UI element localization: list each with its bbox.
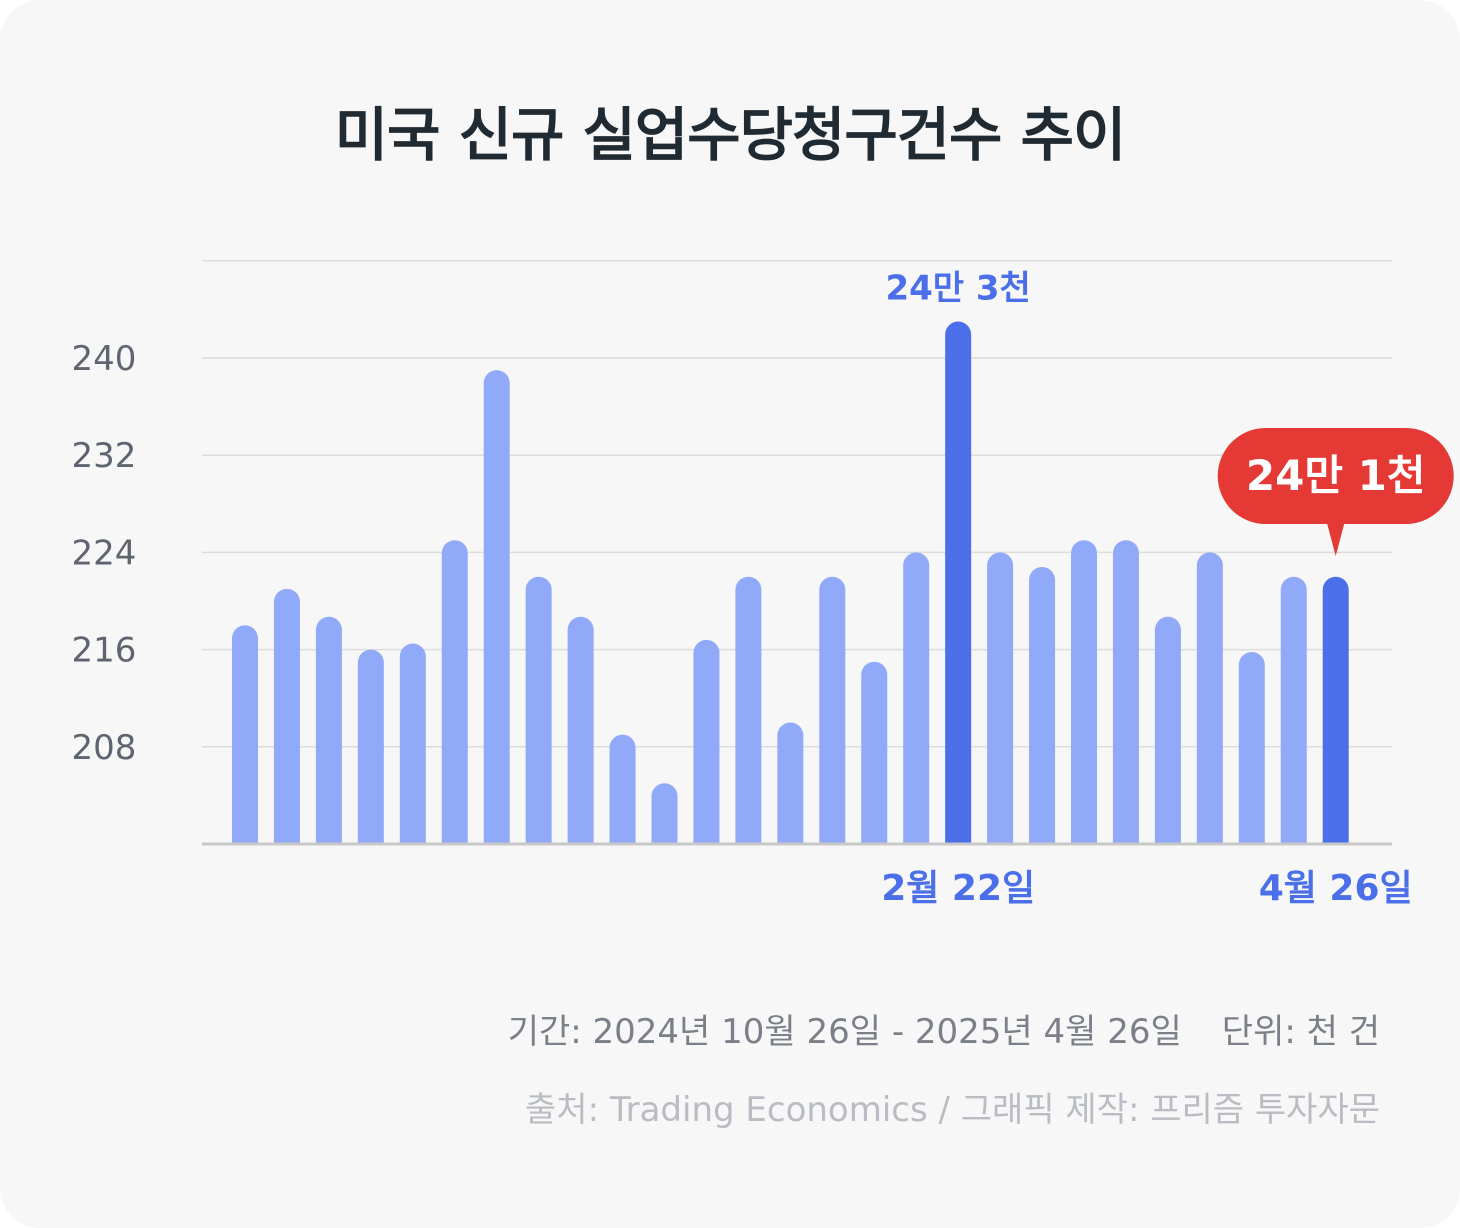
bar (693, 639, 720, 844)
callout-bubble (1217, 428, 1454, 524)
bar (1196, 552, 1223, 844)
bar (567, 616, 594, 844)
callout-value-label: 24만 1천 (1246, 451, 1426, 500)
y-tick-label: 240 (72, 339, 137, 379)
y-tick-label: 232 (72, 436, 137, 476)
bar (987, 552, 1014, 844)
bar (357, 649, 384, 844)
bar (819, 576, 846, 844)
bar (232, 625, 258, 844)
bar (1238, 652, 1265, 844)
source-note: 출처: Trading Economics / 그래픽 제작: 프리즘 투자자문 (525, 1090, 1380, 1130)
bar (1154, 616, 1181, 844)
bar (651, 783, 678, 844)
bar (903, 552, 930, 844)
bar (441, 540, 468, 844)
date-label: 2월 22일 (881, 868, 1035, 909)
bar (609, 734, 636, 844)
period-note: 기간: 2024년 10월 26일 - 2025년 4월 26일 단위: 천 건 (508, 1004, 1380, 1053)
unit-text: 단위: 천 건 (1221, 1012, 1380, 1052)
bar (1112, 540, 1139, 844)
callout-pointer (1326, 522, 1345, 556)
chart-title: 미국 신규 실업수당청구건수 추이 (334, 101, 1127, 169)
bar (525, 576, 552, 844)
bar (861, 661, 888, 844)
y-tick-label: 216 (72, 631, 137, 671)
bar (777, 722, 804, 844)
peak-value-label: 24만 3천 (885, 269, 1030, 309)
date-label: 4월 26일 (1259, 868, 1413, 909)
bar (735, 576, 762, 844)
bar (399, 643, 426, 844)
bar (273, 588, 300, 844)
y-tick-label: 224 (72, 533, 137, 573)
bar-highlighted (945, 321, 972, 844)
period-text: 기간: 2024년 10월 26일 - 2025년 4월 26일 (507, 1012, 1182, 1052)
bar (1029, 566, 1056, 844)
bar (1280, 576, 1307, 844)
bar-highlighted (1322, 576, 1349, 844)
y-tick-label: 208 (72, 728, 137, 768)
bar (1071, 540, 1097, 844)
bar (315, 616, 342, 844)
bar (483, 370, 510, 844)
